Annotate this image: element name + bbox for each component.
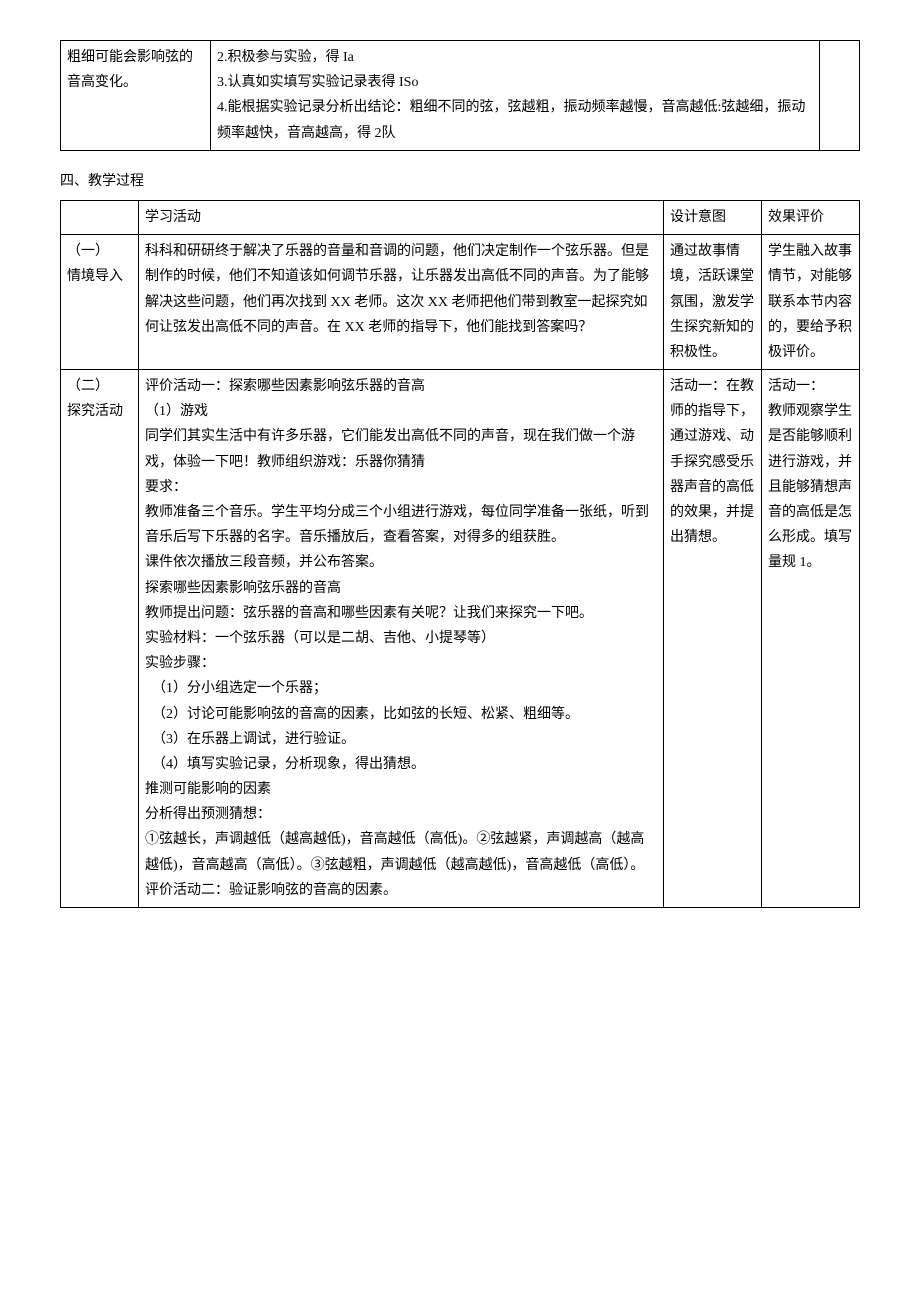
activity-content: 评价活动一：探索哪些因素影响弦乐器的音高（1）游戏同学们其实生活中有许多乐器，它… xyxy=(139,370,664,908)
effect-evaluation: 活动一：教师观察学生是否能够顺利进行游戏，并且能够猜想声音的高低是怎么形成。填写… xyxy=(762,370,860,908)
design-intent: 活动一：在教师的指导下，通过游戏、动手探究感受乐器声音的高低的效果，并提出猜想。 xyxy=(664,370,762,908)
table-row: （二）探究活动 评价活动一：探索哪些因素影响弦乐器的音高（1）游戏同学们其实生活… xyxy=(61,370,860,908)
effect-evaluation: 学生融入故事情节，对能够联系本节内容的，要给予积极评价。 xyxy=(762,235,860,370)
phase-label: （二）探究活动 xyxy=(61,370,139,908)
rubric-criteria-col: 2.积极参与实验，得 Ia3.认真如实填写实验记录表得 ISo4.能根据实验记录… xyxy=(211,41,820,151)
section-4-heading: 四、教学过程 xyxy=(60,169,860,194)
header-activity: 学习活动 xyxy=(139,200,664,234)
header-intent: 设计意图 xyxy=(664,200,762,234)
teaching-process-table: 学习活动 设计意图 效果评价 （一）情境导入 科科和研研终于解决了乐器的音量和音… xyxy=(60,200,860,908)
activity-content: 科科和研研终于解决了乐器的音量和音调的问题，他们决定制作一个弦乐器。但是制作的时… xyxy=(139,235,664,370)
table-header-row: 学习活动 设计意图 效果评价 xyxy=(61,200,860,234)
rubric-table-fragment: 粗细可能会影响弦的音高变化。 2.积极参与实验，得 Ia3.认真如实填写实验记录… xyxy=(60,40,860,151)
header-phase xyxy=(61,200,139,234)
table-row: （一）情境导入 科科和研研终于解决了乐器的音量和音调的问题，他们决定制作一个弦乐… xyxy=(61,235,860,370)
table-row: 粗细可能会影响弦的音高变化。 2.积极参与实验，得 Ia3.认真如实填写实验记录… xyxy=(61,41,860,151)
rubric-score-col xyxy=(820,41,860,151)
design-intent: 通过故事情境，活跃课堂氛围，激发学生探究新知的积极性。 xyxy=(664,235,762,370)
phase-label: （一）情境导入 xyxy=(61,235,139,370)
rubric-item-col: 粗细可能会影响弦的音高变化。 xyxy=(61,41,211,151)
header-evaluation: 效果评价 xyxy=(762,200,860,234)
